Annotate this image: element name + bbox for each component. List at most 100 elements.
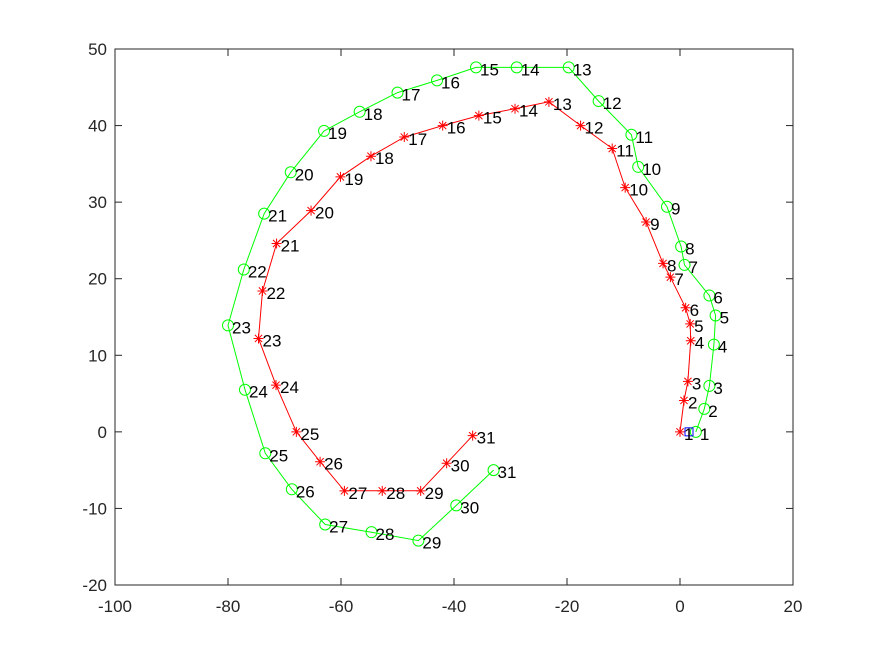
point-label: 4 xyxy=(718,338,727,357)
point-label: 9 xyxy=(671,200,680,219)
x-tick-label: -100 xyxy=(98,597,132,616)
star-marker xyxy=(365,151,376,162)
point-label: 24 xyxy=(280,378,299,397)
star-marker xyxy=(678,395,689,406)
point-label: 2 xyxy=(708,402,717,421)
star-marker xyxy=(306,205,317,216)
circle-marker xyxy=(470,61,483,74)
circle-marker xyxy=(678,258,691,271)
circle-marker xyxy=(353,105,366,118)
star-marker xyxy=(335,171,346,182)
y-tick-label: 40 xyxy=(88,117,107,136)
point-label: 2 xyxy=(688,393,697,412)
point-label: 31 xyxy=(498,463,517,482)
point-label: 10 xyxy=(642,160,661,179)
star-marker xyxy=(473,110,484,121)
point-label: 13 xyxy=(573,60,592,79)
point-label: 25 xyxy=(300,425,319,444)
y-tick-label: -20 xyxy=(82,576,107,595)
circle-marker xyxy=(703,289,716,302)
point-labels-layer: 1234567891011121314151617181920212223242… xyxy=(232,60,729,552)
x-tick-label: -80 xyxy=(216,597,241,616)
point-label: 22 xyxy=(266,284,285,303)
point-label: 10 xyxy=(629,181,648,200)
point-label: 16 xyxy=(447,119,466,138)
point-label: 21 xyxy=(268,207,287,226)
star-marker xyxy=(685,318,696,329)
circle-marker xyxy=(285,483,298,496)
star-marker xyxy=(543,96,554,107)
point-label: 17 xyxy=(408,130,427,149)
y-tick-label: 50 xyxy=(88,40,107,59)
point-label: 16 xyxy=(441,73,460,92)
point-label: 8 xyxy=(685,240,694,259)
point-label: 19 xyxy=(344,170,363,189)
point-label: 11 xyxy=(616,142,634,161)
point-label: 28 xyxy=(376,525,395,544)
y-tick-label: 30 xyxy=(88,193,107,212)
point-label: 13 xyxy=(553,95,572,114)
point-label: 6 xyxy=(713,289,722,308)
circle-marker xyxy=(237,263,250,276)
circle-marker xyxy=(365,526,378,539)
star-marker xyxy=(437,120,448,131)
circle-marker xyxy=(258,207,271,220)
circle-marker xyxy=(689,425,702,438)
point-label: 26 xyxy=(324,455,343,474)
circle-marker xyxy=(592,95,605,108)
y-tick-label: -10 xyxy=(82,499,107,518)
point-label: 20 xyxy=(315,204,334,223)
x-tick-label: 0 xyxy=(675,597,684,616)
point-label: 29 xyxy=(422,534,441,553)
star-marker xyxy=(257,285,268,296)
star-marker xyxy=(575,120,586,131)
point-label: 15 xyxy=(480,60,499,79)
point-label: 5 xyxy=(694,317,703,336)
circle-marker xyxy=(222,319,234,332)
star-marker xyxy=(441,458,452,469)
star-marker xyxy=(685,335,696,346)
circle-marker xyxy=(510,61,523,74)
series-layer xyxy=(222,61,722,547)
star-marker xyxy=(682,376,693,387)
point-label: 23 xyxy=(232,318,251,337)
circle-marker xyxy=(238,383,251,396)
point-label: 6 xyxy=(690,301,699,320)
circle-marker xyxy=(709,309,722,322)
series-1 xyxy=(222,61,722,547)
star-marker xyxy=(680,302,691,313)
x-tick-label: -20 xyxy=(555,597,580,616)
point-label: 7 xyxy=(674,270,683,289)
circle-marker xyxy=(318,124,331,137)
star-marker xyxy=(253,333,264,344)
point-label: 18 xyxy=(375,149,394,168)
point-label: 29 xyxy=(425,484,444,503)
circle-marker xyxy=(703,379,716,392)
series-line xyxy=(227,66,717,542)
y-tick-label: 0 xyxy=(98,423,107,442)
y-tick-label: 10 xyxy=(88,346,107,365)
point-label: 23 xyxy=(263,331,282,350)
x-tick-label: -40 xyxy=(442,597,467,616)
point-label: 21 xyxy=(281,236,300,255)
point-label: 20 xyxy=(295,165,314,184)
circle-marker xyxy=(487,464,500,477)
star-marker xyxy=(339,485,350,496)
point-label: 19 xyxy=(328,124,347,143)
point-label: 18 xyxy=(364,105,383,124)
circle-marker xyxy=(412,534,425,547)
star-marker xyxy=(665,272,676,283)
point-label: 1 xyxy=(700,425,709,444)
point-label: 22 xyxy=(248,263,267,282)
star-marker xyxy=(377,485,388,496)
point-label: 30 xyxy=(451,456,470,475)
point-label: 3 xyxy=(713,379,722,398)
axes-box xyxy=(114,48,794,586)
star-marker xyxy=(641,217,652,228)
star-marker xyxy=(271,380,282,391)
point-label: 14 xyxy=(519,102,538,121)
circle-marker xyxy=(632,160,645,173)
